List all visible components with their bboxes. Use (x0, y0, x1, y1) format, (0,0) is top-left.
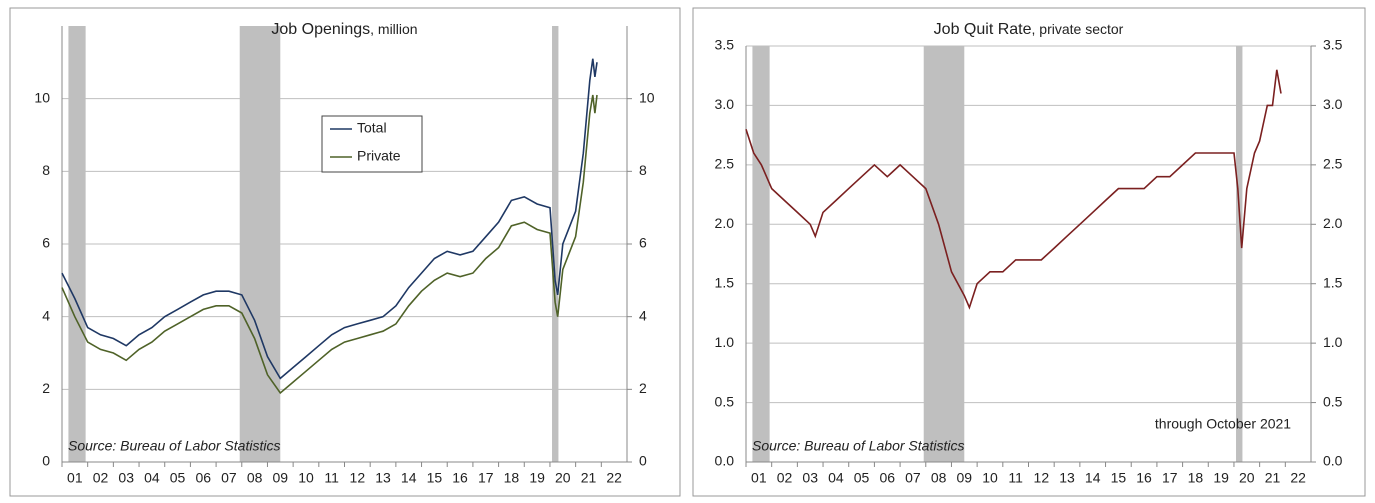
x-tick-label: 20 (1239, 470, 1255, 486)
y2-tick-label: 3.0 (1323, 96, 1343, 112)
x-tick-label: 19 (529, 470, 545, 486)
x-tick-label: 19 (1213, 470, 1229, 486)
x-tick-label: 11 (324, 470, 339, 486)
title-main: Job Quit Rate (934, 21, 1032, 38)
title-sub: , million (370, 21, 417, 37)
y2-tick-label: 4 (639, 307, 647, 323)
panel-frame (9, 7, 681, 497)
x-tick-label: 17 (478, 470, 494, 486)
y-tick-label: 3.5 (715, 37, 735, 53)
x-tick-label: 17 (1162, 470, 1178, 486)
x-tick-label: 18 (1188, 470, 1204, 486)
x-tick-label: 07 (221, 470, 237, 486)
x-tick-label: 04 (828, 470, 844, 486)
y-tick-label: 3.0 (715, 96, 735, 112)
title-sub: , private sector (1032, 21, 1124, 37)
legend-label: Private (357, 148, 401, 164)
x-tick-label: 07 (905, 470, 921, 486)
x-tick-label: 05 (854, 470, 870, 486)
source-note: Source: Bureau of Labor Statistics (752, 438, 964, 454)
recession-band (1236, 46, 1243, 462)
panel-frame (692, 7, 1366, 497)
chart-title: Job Quit Rate, private sector (934, 21, 1124, 39)
x-tick-label: 03 (118, 470, 134, 486)
y2-tick-label: 0.0 (1323, 453, 1343, 469)
x-tick-label: 14 (1085, 470, 1101, 486)
x-tick-label: 10 (982, 470, 998, 486)
chart-title: Job Openings, million (271, 21, 417, 39)
y2-tick-label: 0.5 (1323, 393, 1343, 409)
x-tick-label: 12 (1034, 470, 1050, 486)
y2-tick-label: 2.5 (1323, 156, 1343, 172)
y2-tick-label: 6 (639, 235, 647, 251)
x-tick-label: 06 (195, 470, 211, 486)
x-tick-label: 15 (1111, 470, 1127, 486)
x-tick-label: 12 (350, 470, 366, 486)
y2-tick-label: 2.0 (1323, 215, 1343, 231)
y-tick-label: 1.5 (715, 274, 735, 290)
y-tick-label: 2.0 (715, 215, 735, 231)
x-tick-label: 15 (427, 470, 443, 486)
y2-tick-label: 1.0 (1323, 334, 1343, 350)
legend-box (321, 115, 423, 173)
x-tick-label: 04 (144, 470, 160, 486)
series-line (745, 69, 1282, 310)
x-tick-label: 05 (170, 470, 186, 486)
x-tick-label: 06 (879, 470, 895, 486)
title-main: Job Openings (271, 21, 370, 38)
y-tick-label: 10 (34, 89, 50, 105)
x-tick-label: 22 (1290, 470, 1306, 486)
y-tick-label: 0 (42, 453, 50, 469)
x-tick-label: 01 (67, 470, 83, 486)
y-tick-label: 2.5 (715, 156, 735, 172)
x-tick-label: 13 (375, 470, 391, 486)
annotation: through October 2021 (1155, 416, 1291, 432)
y-tick-label: 4 (42, 307, 50, 323)
y2-tick-label: 1.5 (1323, 274, 1343, 290)
x-tick-label: 03 (802, 470, 818, 486)
x-tick-label: 02 (93, 470, 109, 486)
y-tick-label: 0.5 (715, 393, 735, 409)
y2-tick-label: 0 (639, 453, 647, 469)
x-tick-label: 09 (957, 470, 973, 486)
x-tick-label: 21 (581, 470, 597, 486)
series-line (61, 94, 598, 395)
x-tick-label: 02 (777, 470, 793, 486)
x-tick-label: 08 (931, 470, 947, 486)
x-tick-label: 16 (452, 470, 468, 486)
x-tick-label: 01 (751, 470, 767, 486)
x-tick-label: 08 (247, 470, 263, 486)
y-tick-label: 1.0 (715, 334, 735, 350)
x-tick-label: 16 (1136, 470, 1152, 486)
x-tick-label: 14 (401, 470, 417, 486)
y-tick-label: 6 (42, 235, 50, 251)
y-tick-label: 0.0 (715, 453, 735, 469)
x-tick-label: 21 (1265, 470, 1281, 486)
recession-band (752, 46, 770, 462)
y2-tick-label: 3.5 (1323, 37, 1343, 53)
y-tick-label: 8 (42, 162, 50, 178)
x-tick-label: 20 (555, 470, 571, 486)
x-tick-label: 10 (298, 470, 314, 486)
x-tick-label: 11 (1008, 470, 1023, 486)
x-tick-label: 13 (1059, 470, 1075, 486)
x-tick-label: 22 (606, 470, 622, 486)
y2-tick-label: 8 (639, 162, 647, 178)
y2-tick-label: 10 (639, 89, 655, 105)
legend-label: Total (357, 120, 387, 136)
recession-band (923, 46, 965, 462)
x-tick-label: 09 (273, 470, 289, 486)
y2-tick-label: 2 (639, 380, 647, 396)
series-line (61, 58, 598, 380)
source-note: Source: Bureau of Labor Statistics (68, 438, 280, 454)
y-tick-label: 2 (42, 380, 50, 396)
x-tick-label: 18 (504, 470, 520, 486)
